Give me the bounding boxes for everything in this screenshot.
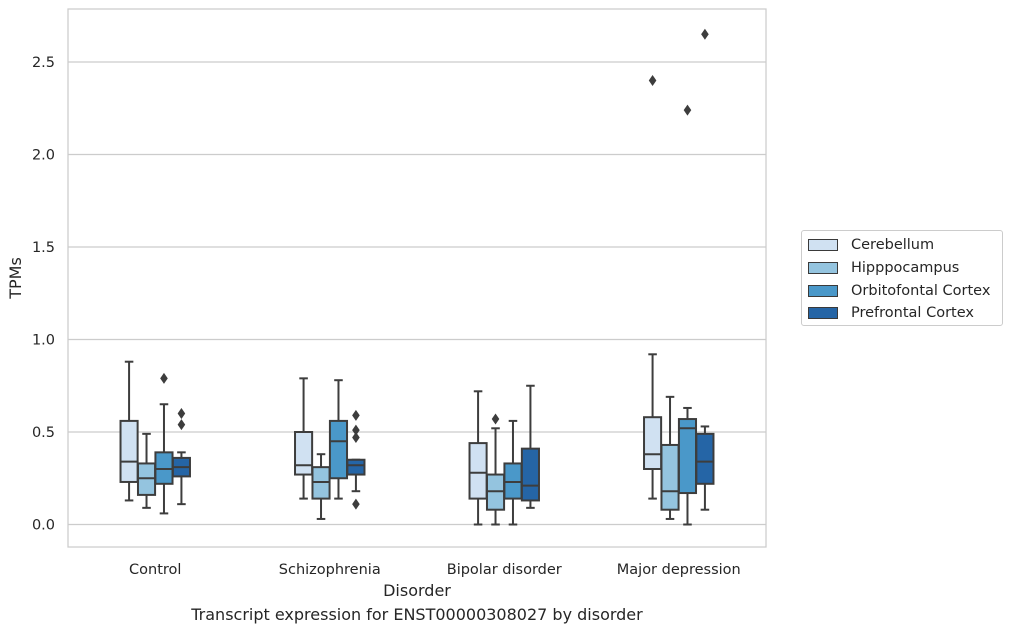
outlier-point (491, 413, 500, 425)
x-tick-label: Schizophrenia (279, 562, 381, 578)
chart-caption: Transcript expression for ENST0000030802… (191, 605, 643, 624)
box-element (328, 379, 349, 500)
box-series (119, 28, 715, 526)
y-axis-title: TPMs (6, 257, 25, 300)
outlier-point (352, 424, 360, 436)
legend-item-prefrontal-cortex: Prefrontal Cortex (808, 303, 974, 323)
box-element (119, 360, 139, 502)
legend-label: Hipppocampus (851, 260, 960, 276)
legend: Cerebellum Hipppocampus Orbitofontal Cor… (801, 230, 1003, 326)
box-element (294, 377, 314, 500)
y-tick-label: 0.0 (32, 518, 55, 534)
x-tick-label: Major depression (617, 562, 741, 578)
box-iqr (119, 419, 139, 483)
box-element (311, 453, 331, 520)
x-axis-title: Disorder (383, 581, 451, 600)
box-iqr (294, 431, 314, 476)
box-iqr (677, 418, 698, 495)
legend-item-orbitofrontal-cortex: Orbitofontal Cortex (808, 281, 990, 301)
outlier-point (177, 419, 186, 431)
legend-item-cerebellum: Cerebellum (808, 235, 934, 255)
y-tick-label: 2.5 (32, 55, 55, 71)
outlier-point (352, 409, 360, 421)
y-tick-label: 2.0 (32, 148, 55, 164)
y-tick-label: 1.5 (32, 240, 55, 256)
box-iqr (346, 458, 366, 476)
outlier-point (352, 498, 360, 510)
box-iqr (643, 416, 663, 471)
legend-swatch (808, 262, 838, 274)
box-element (346, 409, 366, 510)
box-iqr (328, 419, 349, 480)
legend-label: Cerebellum (851, 237, 935, 253)
y-tick-label: 1.0 (32, 333, 55, 349)
y-tick-label: 0.5 (32, 425, 55, 441)
legend-label: Orbitofontal Cortex (851, 283, 991, 299)
box-element (154, 372, 174, 515)
box-iqr (660, 443, 680, 511)
box-element (660, 395, 680, 520)
box-element (485, 413, 506, 526)
outlier-point (683, 104, 692, 116)
axis-ticks: 0.0 0.5 1.0 1.5 2.0 2.5 Control Schizophrenia Bi… (32, 55, 741, 578)
legend-item-hippocampus: Hipppocampus (808, 258, 959, 278)
legend-swatch (808, 307, 838, 319)
legend-swatch (808, 239, 838, 251)
legend-swatch (808, 285, 838, 297)
box-element (136, 432, 157, 509)
box-element (171, 408, 191, 506)
outlier-point (648, 75, 657, 86)
box-iqr (695, 432, 715, 485)
outlier-point (701, 28, 709, 40)
box-element (695, 28, 715, 511)
box-element (468, 390, 488, 526)
box-iqr (468, 442, 488, 500)
outlier-point (352, 432, 360, 444)
outlier-point (160, 372, 168, 384)
box-element (520, 384, 540, 509)
outlier-point (177, 408, 186, 419)
x-tick-label: Bipolar disorder (447, 562, 562, 578)
x-tick-label: Control (129, 562, 181, 578)
legend-label: Prefrontal Cortex (851, 305, 974, 321)
box-iqr (520, 447, 540, 502)
box-element (643, 75, 663, 500)
